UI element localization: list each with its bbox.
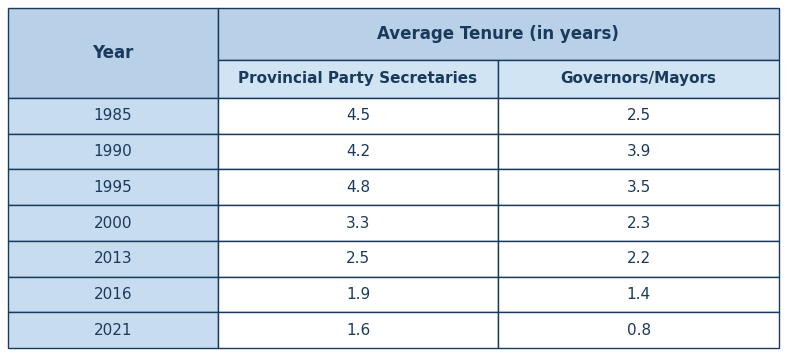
Text: 1.4: 1.4 <box>626 287 651 302</box>
Bar <box>218 205 498 241</box>
Bar <box>8 134 218 169</box>
Bar <box>498 277 779 312</box>
Bar <box>218 98 498 134</box>
Text: 2.3: 2.3 <box>626 215 651 230</box>
Bar <box>218 312 498 348</box>
Text: 4.2: 4.2 <box>346 144 370 159</box>
Bar <box>498 134 779 169</box>
Bar <box>498 98 779 134</box>
Text: 1.9: 1.9 <box>346 287 370 302</box>
Bar <box>498 60 779 98</box>
Bar <box>498 169 779 205</box>
Text: Governors/Mayors: Governors/Mayors <box>560 72 717 87</box>
Text: Provincial Party Secretaries: Provincial Party Secretaries <box>238 72 478 87</box>
Bar <box>498 312 779 348</box>
Text: 4.8: 4.8 <box>346 180 370 195</box>
Text: 2.2: 2.2 <box>626 251 651 266</box>
Text: 2021: 2021 <box>94 323 132 337</box>
Bar <box>8 241 218 277</box>
Text: 2000: 2000 <box>94 215 132 230</box>
Bar <box>8 205 218 241</box>
Text: 1.6: 1.6 <box>346 323 370 337</box>
Text: 1985: 1985 <box>94 108 132 124</box>
Bar <box>498 241 779 277</box>
Text: 4.5: 4.5 <box>346 108 370 124</box>
Bar <box>8 277 218 312</box>
Text: 0.8: 0.8 <box>626 323 651 337</box>
Bar <box>218 134 498 169</box>
Bar <box>218 8 779 60</box>
Text: Year: Year <box>92 44 134 62</box>
Text: 3.3: 3.3 <box>345 215 370 230</box>
Text: 2013: 2013 <box>94 251 132 266</box>
Bar <box>8 98 218 134</box>
Text: 2.5: 2.5 <box>346 251 370 266</box>
Bar <box>218 169 498 205</box>
Text: 3.5: 3.5 <box>626 180 651 195</box>
Bar <box>218 60 498 98</box>
Text: 2016: 2016 <box>94 287 132 302</box>
Text: 1995: 1995 <box>94 180 132 195</box>
Bar <box>218 277 498 312</box>
Bar <box>8 169 218 205</box>
Bar <box>8 312 218 348</box>
Text: Average Tenure (in years): Average Tenure (in years) <box>378 25 619 43</box>
Text: 1990: 1990 <box>94 144 132 159</box>
Text: 3.9: 3.9 <box>626 144 651 159</box>
Bar <box>218 241 498 277</box>
Text: 2.5: 2.5 <box>626 108 651 124</box>
Bar <box>8 8 218 98</box>
Bar <box>498 205 779 241</box>
